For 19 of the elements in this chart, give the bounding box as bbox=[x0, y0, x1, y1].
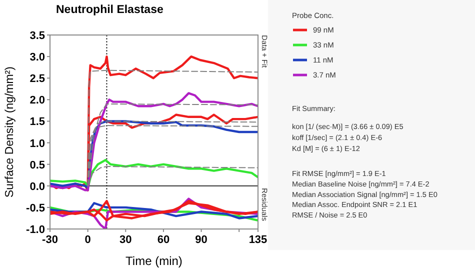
x-axis-title: Time (min) bbox=[126, 254, 182, 268]
y-tick-label: 1.0 bbox=[30, 138, 45, 150]
y-tick-label: -1.0 bbox=[26, 224, 45, 236]
y-tick-label: 1.5 bbox=[30, 116, 45, 128]
x-tick-label: 135 bbox=[248, 234, 268, 246]
y-axis-title: Surface Density (ng/mm²) bbox=[4, 66, 16, 198]
x-tick-label: -30 bbox=[42, 234, 58, 246]
y-tick-label: 0.0 bbox=[30, 180, 45, 193]
x-tick-label: 60 bbox=[157, 234, 170, 246]
y-tick-label: 2.5 bbox=[30, 73, 45, 86]
chart-title: Neutrophil Elastase bbox=[56, 4, 164, 16]
x-tick-label: 90 bbox=[195, 234, 208, 246]
x-tick-label: 30 bbox=[120, 234, 132, 246]
y-tick-label: 3.5 bbox=[30, 30, 45, 42]
y-tick-label: -0.5 bbox=[26, 202, 45, 214]
x-tick-label: 0 bbox=[84, 234, 91, 246]
y-tick-label: 0.5 bbox=[30, 159, 45, 172]
y-tick-label: 2.0 bbox=[30, 94, 45, 107]
y-tick-label: 3.0 bbox=[30, 52, 45, 64]
